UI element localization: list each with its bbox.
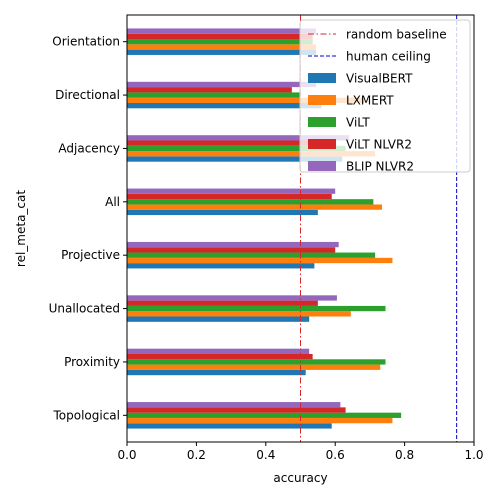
y-tick-label-projective: Projective — [61, 248, 120, 262]
bars-layer — [127, 28, 402, 429]
bar-vilt-adjacency — [127, 145, 346, 152]
x-axis-label: accuracy — [273, 471, 327, 485]
bar-vilt-unallocated — [127, 305, 386, 312]
bar-visualbert-proximity — [127, 369, 306, 376]
bar-vilt-proximity — [127, 359, 386, 365]
bar-vilt-nlvr2-all — [127, 193, 332, 200]
y-tick-label-orientation: Orientation — [52, 35, 120, 49]
y-axis-label: rel_meta_cat — [14, 190, 28, 267]
y-tick-label-topological: Topological — [52, 408, 120, 422]
bar-lxmert-all — [127, 204, 383, 210]
bar-lxmert-orientation — [127, 44, 317, 50]
bar-lxmert-topological — [127, 417, 393, 424]
legend-label-blip-nlvr2: BLIP NLVR2 — [346, 160, 414, 174]
bar-lxmert-unallocated — [127, 311, 351, 317]
bar-visualbert-topological — [127, 423, 332, 429]
x-tick-label: 0.2 — [187, 448, 206, 462]
bar-vilt-nlvr2-adjacency — [127, 140, 336, 146]
bar-visualbert-directional — [127, 103, 322, 109]
bar-vilt-topological — [127, 412, 402, 418]
bar-vilt-nlvr2-topological — [127, 407, 346, 413]
plot-area-frame — [126, 14, 475, 443]
bar-vilt-nlvr2-projective — [127, 247, 336, 253]
legend-swatch-lxmert — [308, 95, 336, 105]
bar-vilt-nlvr2-orientation — [127, 33, 313, 40]
bar-blip-nlvr2-directional — [127, 81, 317, 88]
bar-blip-nlvr2-adjacency — [127, 135, 350, 141]
bar-blip-nlvr2-topological — [127, 402, 341, 408]
legend-swatch-vilt — [308, 117, 336, 127]
bar-lxmert-projective — [127, 257, 393, 264]
bar-lxmert-proximity — [127, 364, 381, 370]
bar-visualbert-adjacency — [127, 156, 343, 162]
y-tick-label-proximity: Proximity — [64, 355, 120, 369]
legend-box — [299, 19, 471, 173]
legend-swatch-visualbert — [308, 73, 336, 83]
y-tick-label-directional: Directional — [55, 88, 120, 102]
x-axis: 0.0 0.2 0.4 0.6 0.8 1.0 — [117, 442, 484, 462]
bar-vilt-projective — [127, 252, 376, 258]
legend-swatch-vilt-nlvr2 — [308, 139, 336, 149]
bar-visualbert-unallocated — [127, 316, 310, 322]
bar-lxmert-adjacency — [127, 151, 376, 157]
y-tick-label-adjacency: Adjacency — [58, 141, 120, 155]
bar-blip-nlvr2-all — [127, 188, 336, 194]
bar-visualbert-orientation — [127, 49, 317, 55]
bar-visualbert-projective — [127, 263, 315, 269]
legend-label-vilt: ViLT — [346, 116, 370, 130]
legend: random baseline human ceiling VisualBERT LX… — [299, 19, 471, 174]
bar-blip-nlvr2-orientation — [127, 28, 317, 34]
bar-blip-nlvr2-proximity — [127, 348, 310, 354]
y-tick-label-all: All — [105, 195, 120, 209]
legend-label-human-ceiling: human ceiling — [346, 50, 431, 64]
legend-label-visualbert: VisualBERT — [346, 72, 413, 86]
bar-vilt-orientation — [127, 39, 313, 45]
y-axis: Topological Proximity Unallocated Projectiv… — [49, 35, 127, 422]
x-tick-label: 0.0 — [117, 448, 136, 462]
x-tick-label: 1.0 — [464, 448, 483, 462]
bar-vilt-nlvr2-directional — [127, 87, 292, 93]
legend-label-lxmert: LXMERT — [346, 94, 394, 108]
legend-label-random-baseline: random baseline — [346, 28, 447, 42]
y-tick-label-unallocated: Unallocated — [49, 302, 120, 316]
legend-label-vilt-nlvr2: ViLT NLVR2 — [346, 138, 412, 152]
x-tick-label: 0.6 — [326, 448, 345, 462]
x-tick-label: 0.4 — [256, 448, 275, 462]
bar-blip-nlvr2-unallocated — [127, 295, 337, 301]
legend-swatch-blip-nlvr2 — [308, 161, 336, 171]
bar-blip-nlvr2-projective — [127, 241, 339, 248]
bar-lxmert-directional — [127, 97, 365, 104]
bar-vilt-nlvr2-unallocated — [127, 300, 318, 306]
bar-vilt-nlvr2-proximity — [127, 353, 313, 360]
bar-vilt-all — [127, 199, 374, 205]
bar-visualbert-all — [127, 209, 318, 216]
bar-vilt-directional — [127, 92, 301, 98]
x-tick-label: 0.8 — [395, 448, 414, 462]
